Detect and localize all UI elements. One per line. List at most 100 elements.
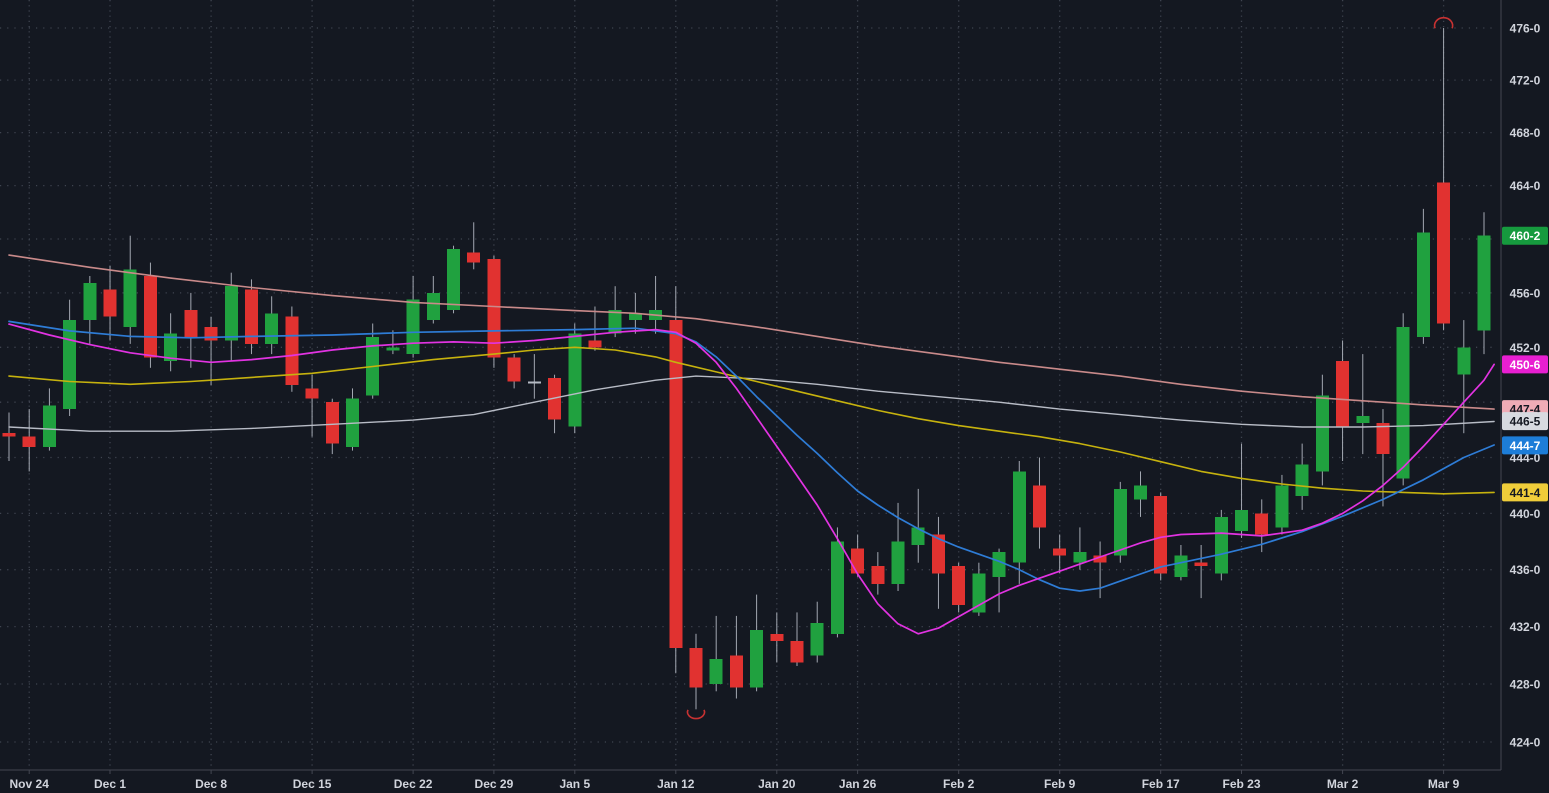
candle-nov-25[interactable]	[42, 405, 56, 448]
candle-dec-23[interactable]	[426, 292, 440, 320]
candle-feb-24[interactable]	[1255, 513, 1269, 535]
candle-feb-10[interactable]	[1073, 552, 1087, 563]
candle-dec-1[interactable]	[103, 289, 117, 317]
date-label[interactable]: Dec 22	[394, 777, 433, 791]
candle-jan-6[interactable]	[588, 340, 602, 348]
date-label[interactable]: Mar 9	[1428, 777, 1460, 791]
candle-jan-5[interactable]	[568, 333, 582, 427]
date-label[interactable]: Jan 26	[839, 777, 877, 791]
candle-jan-7[interactable]	[608, 309, 622, 334]
date-label[interactable]: Dec 1	[94, 777, 126, 791]
candle-feb-4[interactable]	[992, 552, 1006, 577]
crash-low-circle-annotation	[686, 709, 706, 720]
candle-feb-11[interactable]	[1093, 555, 1107, 563]
candle-jan-20[interactable]	[770, 633, 784, 641]
candle-feb-23[interactable]	[1235, 509, 1248, 531]
price-tick-label: 476-0	[1510, 22, 1541, 36]
candle-dec-8[interactable]	[204, 326, 218, 341]
candle-dec-16[interactable]	[325, 402, 339, 444]
candle-feb-2[interactable]	[952, 566, 966, 606]
last-price-price-chip-label: 460-2	[1510, 229, 1541, 243]
candle-jan-8[interactable]	[628, 313, 642, 321]
candle-dec-3[interactable]	[143, 276, 157, 358]
candle-feb-3[interactable]	[972, 573, 986, 613]
price-tick-label: 472-0	[1510, 74, 1541, 88]
candle-mar-3[interactable]	[1356, 416, 1370, 423]
candle-dec-2[interactable]	[123, 269, 137, 327]
candle-jan-15[interactable]	[729, 655, 743, 688]
candle-jan-23[interactable]	[830, 541, 844, 634]
candle-nov-26[interactable]	[63, 320, 77, 410]
candle-dec-11[interactable]	[265, 313, 279, 344]
candle-feb-12[interactable]	[1113, 488, 1127, 556]
candle-mar-11[interactable]	[1477, 235, 1491, 331]
candle-dec-10[interactable]	[245, 289, 258, 344]
candle-mar-2[interactable]	[1336, 361, 1350, 427]
candle-feb-25[interactable]	[1275, 485, 1289, 528]
candle-jan-26[interactable]	[851, 548, 865, 574]
date-label[interactable]: Dec 15	[293, 777, 332, 791]
candle-nov-24[interactable]	[22, 436, 36, 448]
candle-nov-28[interactable]	[83, 282, 97, 321]
ma-blue-price-chip	[1502, 436, 1548, 455]
candle-feb-9[interactable]	[1053, 548, 1067, 556]
candle-dec-31[interactable]	[527, 381, 541, 384]
candle-jan-27[interactable]	[871, 566, 885, 584]
candle-feb-17[interactable]	[1154, 495, 1168, 574]
price-tick-label: 428-0	[1510, 678, 1541, 692]
ma-magenta-price-chip-label: 450-6	[1510, 358, 1541, 372]
candle-nov-21[interactable]	[2, 433, 16, 437]
candle-mar-9[interactable]	[1437, 182, 1451, 324]
date-label[interactable]: Jan 12	[657, 777, 695, 791]
date-label[interactable]: Feb 17	[1142, 777, 1180, 791]
candle-dec-22[interactable]	[406, 299, 420, 355]
date-label[interactable]: Feb 9	[1044, 777, 1076, 791]
candle-dec-24[interactable]	[447, 249, 460, 310]
candle-feb-6[interactable]	[1033, 485, 1046, 528]
candle-feb-26[interactable]	[1295, 464, 1309, 496]
candle-dec-9[interactable]	[224, 286, 238, 341]
date-label[interactable]: Feb 23	[1222, 777, 1260, 791]
candle-jan-30[interactable]	[932, 534, 945, 574]
candle-jan-29[interactable]	[911, 527, 925, 545]
candle-feb-27[interactable]	[1315, 395, 1329, 472]
date-label[interactable]: Mar 2	[1327, 777, 1359, 791]
candle-feb-5[interactable]	[1012, 471, 1026, 563]
date-label[interactable]: Jan 5	[559, 777, 590, 791]
candle-jan-16[interactable]	[750, 630, 764, 688]
date-label[interactable]: Nov 24	[10, 777, 50, 791]
ma-yellow-line	[8, 346, 1495, 495]
candle-feb-18[interactable]	[1174, 555, 1188, 577]
candle-dec-29[interactable]	[487, 259, 501, 358]
candle-feb-13[interactable]	[1134, 485, 1147, 500]
candle-jan-22[interactable]	[810, 623, 824, 656]
candle-mar-10[interactable]	[1457, 347, 1471, 375]
candle-mar-4[interactable]	[1376, 422, 1390, 455]
candle-jan-14[interactable]	[709, 658, 723, 685]
candle-dec-5[interactable]	[184, 309, 198, 338]
candle-jan-13[interactable]	[689, 648, 703, 688]
last-price-price-chip	[1502, 226, 1548, 245]
candle-dec-26[interactable]	[467, 252, 481, 263]
candle-dec-19[interactable]	[386, 347, 400, 351]
date-label[interactable]: Jan 20	[758, 777, 796, 791]
candle-jan-21[interactable]	[790, 640, 804, 663]
candle-jan-28[interactable]	[891, 541, 905, 584]
price-tick-label: 456-0	[1510, 286, 1541, 300]
candle-jan-12[interactable]	[669, 320, 683, 649]
candle-feb-20[interactable]	[1214, 516, 1228, 574]
candle-dec-12[interactable]	[285, 316, 299, 385]
candle-mar-5[interactable]	[1396, 326, 1410, 479]
date-label[interactable]: Dec 8	[195, 777, 227, 791]
price-tick-label: 432-0	[1510, 620, 1541, 634]
ma-rose-line	[8, 254, 1495, 410]
date-label[interactable]: Feb 2	[943, 777, 975, 791]
candle-dec-15[interactable]	[305, 388, 319, 399]
ma-blue-price-chip-label: 444-7	[1510, 439, 1541, 453]
candle-feb-19[interactable]	[1194, 562, 1208, 567]
candle-dec-4[interactable]	[164, 333, 178, 361]
candle-mar-6[interactable]	[1416, 232, 1430, 338]
date-label[interactable]: Dec 29	[475, 777, 514, 791]
candle-dec-30[interactable]	[507, 357, 521, 382]
